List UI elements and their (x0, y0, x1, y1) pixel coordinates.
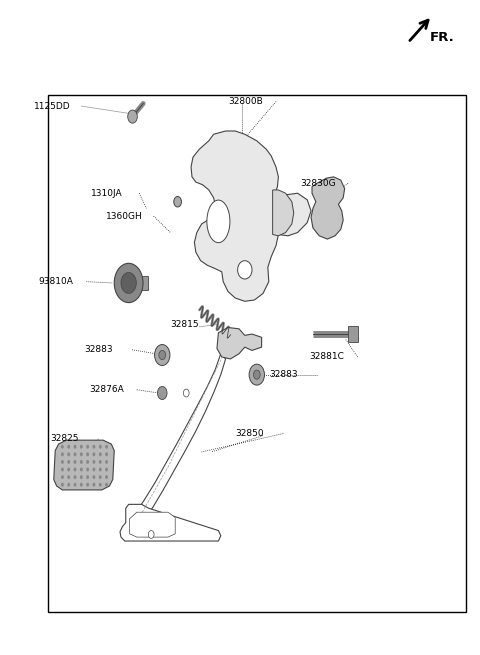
Text: 32883: 32883 (269, 370, 298, 379)
Circle shape (80, 453, 83, 457)
Circle shape (80, 475, 83, 479)
Circle shape (93, 483, 96, 487)
Circle shape (99, 468, 102, 472)
Circle shape (105, 475, 108, 479)
Circle shape (86, 483, 89, 487)
Circle shape (61, 475, 64, 479)
Ellipse shape (207, 200, 230, 243)
Circle shape (157, 386, 167, 400)
Text: 32800B: 32800B (228, 97, 263, 106)
Text: 1310JA: 1310JA (91, 189, 123, 198)
Circle shape (86, 475, 89, 479)
Circle shape (93, 445, 96, 449)
Circle shape (61, 460, 64, 464)
Circle shape (86, 445, 89, 449)
Ellipse shape (238, 261, 252, 279)
Circle shape (121, 272, 136, 293)
Circle shape (73, 445, 76, 449)
Circle shape (86, 468, 89, 472)
Text: 32876A: 32876A (89, 385, 123, 394)
Circle shape (61, 453, 64, 457)
Text: 1125DD: 1125DD (34, 102, 70, 111)
Circle shape (99, 483, 102, 487)
Circle shape (86, 460, 89, 464)
Text: FR.: FR. (430, 31, 455, 44)
Text: 93810A: 93810A (38, 277, 73, 286)
Text: 32883: 32883 (84, 345, 113, 354)
Circle shape (128, 110, 137, 123)
Circle shape (67, 483, 70, 487)
Bar (348, 326, 358, 342)
Circle shape (159, 350, 166, 360)
Circle shape (67, 475, 70, 479)
Circle shape (148, 531, 154, 538)
Text: 32881C: 32881C (310, 352, 345, 362)
Text: 32825: 32825 (50, 434, 79, 443)
Circle shape (67, 445, 70, 449)
Circle shape (67, 460, 70, 464)
Circle shape (93, 460, 96, 464)
Circle shape (61, 483, 64, 487)
Polygon shape (311, 177, 345, 239)
Circle shape (183, 389, 189, 397)
Circle shape (80, 483, 83, 487)
Circle shape (93, 468, 96, 472)
Text: 32850: 32850 (235, 429, 264, 438)
Polygon shape (120, 504, 221, 541)
Text: 32815: 32815 (170, 320, 199, 329)
Circle shape (155, 345, 170, 365)
Bar (48, 95, 466, 612)
Circle shape (93, 475, 96, 479)
Circle shape (73, 453, 76, 457)
Circle shape (93, 453, 96, 457)
Polygon shape (217, 328, 262, 359)
Circle shape (80, 468, 83, 472)
Circle shape (61, 445, 64, 449)
Polygon shape (130, 512, 175, 537)
Circle shape (73, 475, 76, 479)
Polygon shape (273, 190, 294, 236)
Circle shape (86, 453, 89, 457)
Circle shape (67, 468, 70, 472)
Circle shape (99, 475, 102, 479)
Circle shape (174, 196, 181, 207)
Circle shape (80, 460, 83, 464)
Circle shape (105, 453, 108, 457)
Circle shape (105, 445, 108, 449)
Circle shape (114, 263, 143, 303)
Circle shape (99, 445, 102, 449)
Circle shape (99, 453, 102, 457)
Polygon shape (191, 131, 311, 301)
Text: 32830G: 32830G (300, 179, 336, 188)
Polygon shape (54, 440, 114, 490)
Circle shape (99, 460, 102, 464)
Circle shape (73, 468, 76, 472)
Circle shape (105, 468, 108, 472)
Circle shape (73, 483, 76, 487)
Circle shape (73, 460, 76, 464)
Bar (129, 276, 148, 290)
Circle shape (80, 445, 83, 449)
Circle shape (105, 483, 108, 487)
Text: 1360GH: 1360GH (106, 212, 143, 221)
Circle shape (249, 364, 264, 385)
Circle shape (67, 453, 70, 457)
Polygon shape (137, 354, 226, 517)
Circle shape (105, 460, 108, 464)
Circle shape (253, 370, 260, 379)
Circle shape (61, 468, 64, 472)
